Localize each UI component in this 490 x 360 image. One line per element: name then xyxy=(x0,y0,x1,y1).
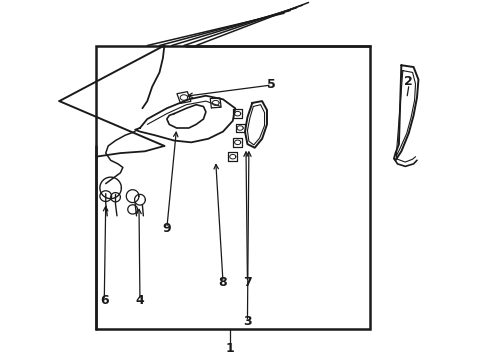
Text: 9: 9 xyxy=(163,222,171,235)
Bar xyxy=(96,45,369,329)
Text: 4: 4 xyxy=(136,294,145,307)
Text: 5: 5 xyxy=(268,78,276,91)
Text: 2: 2 xyxy=(404,75,413,88)
Text: 3: 3 xyxy=(243,315,252,328)
Text: 8: 8 xyxy=(219,276,227,289)
Text: 1: 1 xyxy=(226,342,235,355)
Text: 7: 7 xyxy=(243,276,252,289)
Text: 6: 6 xyxy=(100,294,109,307)
